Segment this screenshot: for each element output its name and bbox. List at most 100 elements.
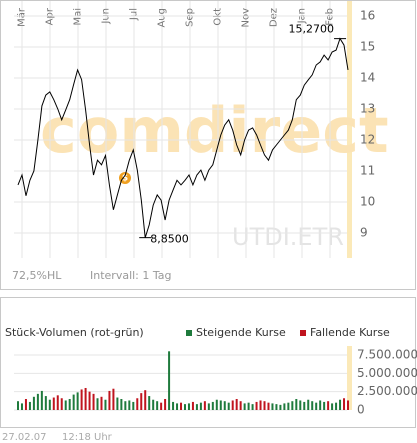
volume-bar	[231, 400, 234, 410]
y-tick-label: 2.500.000	[357, 384, 417, 398]
volume-bar	[195, 404, 198, 410]
footer-date: 27.02.07	[2, 432, 47, 443]
volume-bar	[80, 389, 83, 410]
y-tick-label: 11	[360, 164, 375, 178]
legend-swatch	[186, 330, 192, 336]
month-label: Mär	[17, 7, 28, 27]
volume-bar	[136, 398, 139, 410]
volume-bar	[335, 402, 338, 410]
volume-bar	[283, 403, 286, 410]
volume-bar	[343, 398, 346, 410]
volume-bar	[176, 403, 179, 410]
volume-title: Stück-Volumen (rot-grün)	[5, 326, 144, 339]
volume-bar	[235, 398, 238, 410]
y-tick-label: 9	[360, 226, 368, 240]
volume-bar	[152, 399, 155, 410]
volume-bar	[160, 402, 163, 410]
volume-bar	[44, 396, 47, 410]
y-tick-label: 12	[360, 133, 375, 147]
volume-bar	[183, 404, 186, 410]
volume-bar	[108, 390, 111, 410]
month-label: Sep	[185, 8, 196, 27]
volume-bar	[339, 399, 342, 410]
max-label: 15,2700	[289, 23, 335, 36]
month-label: Mai	[73, 8, 84, 26]
volume-bar	[24, 398, 27, 410]
month-label: Jul	[129, 8, 140, 21]
volume-bar	[180, 402, 183, 410]
volume-bar	[275, 404, 278, 410]
volume-bar	[199, 402, 202, 410]
volume-bar	[327, 401, 330, 410]
y-tick-label: 14	[360, 71, 375, 85]
volume-bar	[331, 403, 334, 410]
volume-bar	[48, 399, 51, 410]
volume-bar	[227, 402, 230, 410]
volume-bar	[247, 402, 250, 410]
y-tick-label: 13	[360, 102, 375, 116]
volume-bar	[60, 398, 63, 410]
volume-bar	[307, 399, 310, 410]
volume-bar	[88, 391, 91, 410]
volume-bar	[92, 393, 95, 410]
event-icon: $	[119, 172, 131, 184]
volume-bar	[76, 392, 79, 410]
volume-bar	[267, 402, 270, 410]
volume-bar	[28, 401, 31, 410]
volume-bar	[56, 395, 59, 410]
volume-bar	[124, 401, 127, 410]
volume-bar	[271, 403, 274, 410]
volume-bar	[17, 401, 19, 410]
volume-bar	[132, 401, 135, 410]
volume-bar	[203, 401, 206, 410]
volume-bar	[36, 393, 39, 410]
month-label: Aug	[157, 8, 168, 28]
range-note: 72,5%HL	[12, 269, 62, 282]
volume-bar	[263, 401, 266, 410]
volume-bar	[148, 396, 151, 410]
volume-bar	[191, 401, 194, 410]
month-label: Dez	[269, 8, 280, 27]
min-label: 8,8500	[150, 233, 189, 246]
price-line	[17, 37, 349, 238]
price-panel	[0, 0, 416, 290]
volume-bar	[239, 401, 242, 410]
volume-bar	[311, 401, 314, 410]
volume-bar	[291, 401, 294, 410]
volume-bar	[279, 404, 282, 410]
volume-bar	[315, 402, 318, 410]
legend-swatch	[300, 330, 306, 336]
legend-label: Fallende Kurse	[310, 326, 390, 339]
volume-bar	[40, 390, 43, 410]
legend-label: Steigende Kurse	[196, 326, 286, 339]
volume-bar	[32, 396, 35, 410]
volume-bar	[64, 400, 67, 410]
volume-bar	[319, 400, 322, 410]
volume-bar	[223, 401, 226, 410]
y-tick-label: 10	[360, 195, 375, 209]
volume-bar	[52, 397, 55, 410]
volume-bar	[211, 401, 214, 410]
symbol-watermark: UTDI.ETR	[232, 223, 344, 251]
volume-bar	[172, 401, 175, 410]
y-tick-label: 15	[360, 40, 375, 54]
volume-bar	[84, 387, 87, 410]
volume-bar	[120, 398, 123, 410]
volume-edge-band	[347, 346, 352, 410]
volume-bar	[295, 398, 298, 410]
volume-bar	[104, 399, 107, 410]
y-tick-label: 16	[360, 9, 375, 23]
volume-bar	[243, 403, 246, 410]
volume-bar	[187, 403, 190, 410]
interval: Intervall: 1 Tag	[90, 269, 172, 282]
price-edge-band	[347, 1, 352, 258]
svg-text:$: $	[122, 174, 128, 184]
volume-bar	[299, 400, 302, 410]
volume-bar	[112, 388, 115, 410]
y-tick-label: 7.500.000	[357, 347, 417, 361]
volume-bar	[219, 400, 222, 410]
month-label: Okt	[213, 8, 224, 26]
volume-bar	[144, 390, 147, 410]
